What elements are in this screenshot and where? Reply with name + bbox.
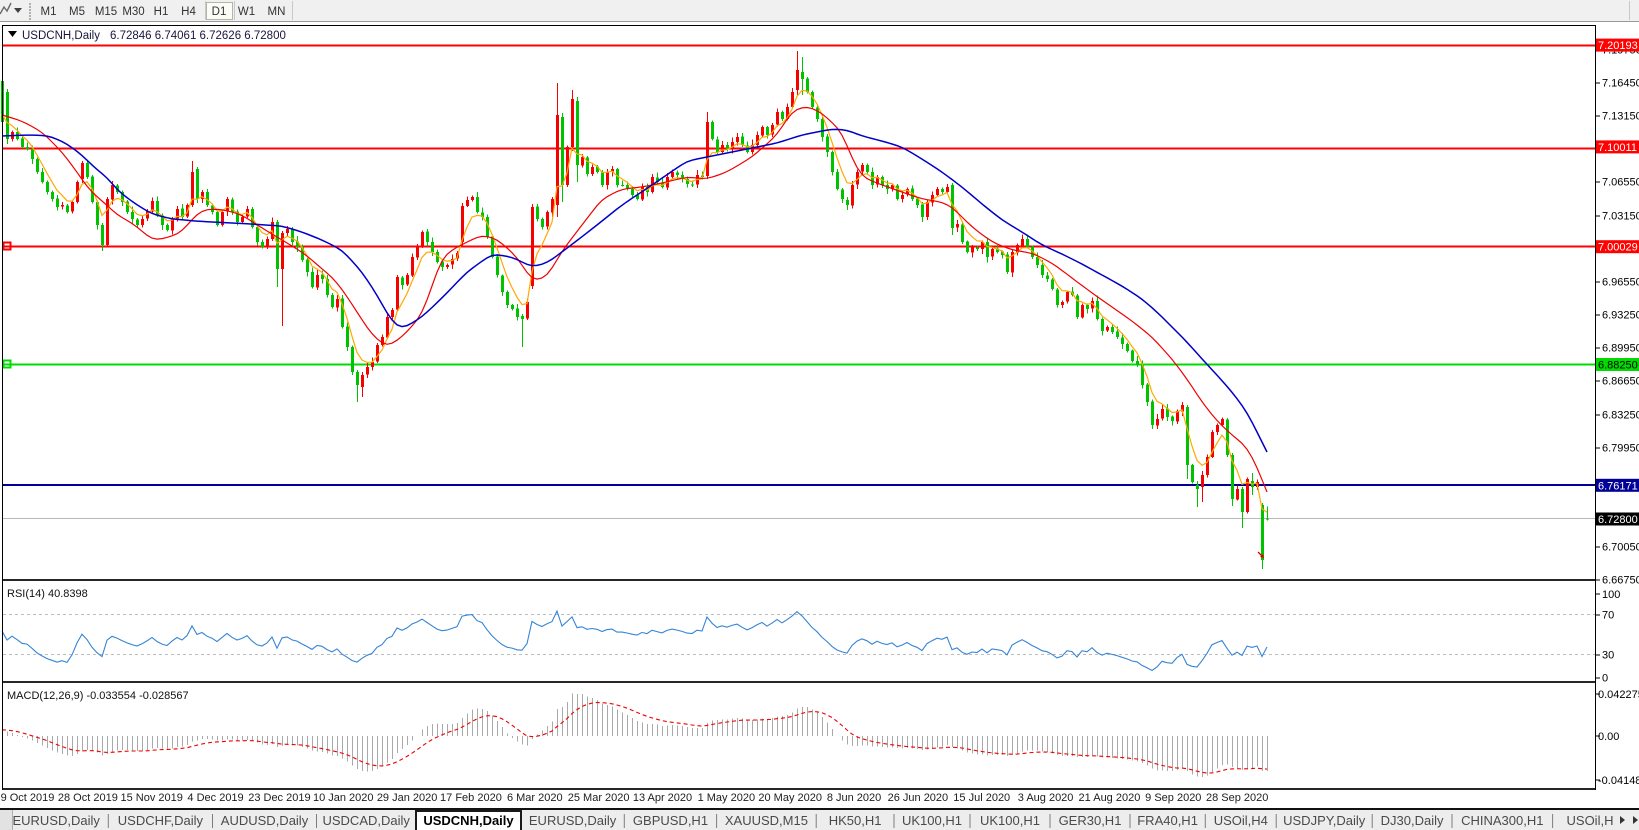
svg-text:H1: H1 [154, 6, 169, 18]
svg-text:USDJPY,Daily: USDJPY,Daily [1283, 813, 1366, 828]
svg-text:6.83250: 6.83250 [1602, 410, 1639, 422]
svg-text:7.06550: 7.06550 [1602, 177, 1639, 189]
svg-text:20 May 2020: 20 May 2020 [758, 792, 822, 804]
svg-text:MN: MN [268, 6, 286, 18]
svg-text:6.72800: 6.72800 [1598, 514, 1638, 526]
svg-text:6.86650: 6.86650 [1602, 376, 1639, 388]
svg-text:6.72846 6.74061 6.72626 6.7280: 6.72846 6.74061 6.72626 6.72800 [110, 30, 286, 42]
svg-text:15 Nov 2019: 15 Nov 2019 [121, 792, 183, 804]
svg-text:6.88250: 6.88250 [1598, 360, 1638, 372]
svg-text:D1: D1 [212, 6, 227, 18]
svg-text:AUDUSD,Daily: AUDUSD,Daily [221, 813, 309, 828]
svg-text:6.96550: 6.96550 [1602, 277, 1639, 289]
svg-text:15 Jul 2020: 15 Jul 2020 [953, 792, 1010, 804]
svg-text:6.93250: 6.93250 [1602, 310, 1639, 322]
svg-text:100: 100 [1602, 589, 1620, 601]
svg-text:7.16450: 7.16450 [1602, 78, 1639, 90]
svg-text:7.03150: 7.03150 [1602, 211, 1639, 223]
svg-text:26 Jun 2020: 26 Jun 2020 [888, 792, 949, 804]
svg-text:9 Sep 2020: 9 Sep 2020 [1145, 792, 1201, 804]
svg-text:HK50,H1: HK50,H1 [829, 813, 882, 828]
svg-text:MACD(12,26,9) -0.033554 -0.028: MACD(12,26,9) -0.033554 -0.028567 [7, 690, 189, 702]
svg-text:6.70050: 6.70050 [1602, 542, 1639, 554]
svg-text:UK100,H1: UK100,H1 [980, 813, 1040, 828]
svg-text:USDCHF,Daily: USDCHF,Daily [118, 813, 204, 828]
svg-text:28 Oct 2019: 28 Oct 2019 [58, 792, 118, 804]
svg-text:25 Mar 2020: 25 Mar 2020 [568, 792, 630, 804]
svg-text:30: 30 [1602, 650, 1614, 662]
svg-text:M5: M5 [69, 6, 85, 18]
svg-text:RSI(14) 40.8398: RSI(14) 40.8398 [7, 588, 88, 600]
svg-text:6.89950: 6.89950 [1602, 343, 1639, 355]
svg-text:6.66750: 6.66750 [1602, 575, 1639, 587]
svg-text:-0.04148: -0.04148 [1598, 775, 1639, 787]
svg-text:FRA40,H1: FRA40,H1 [1137, 813, 1198, 828]
svg-text:GBPUSD,H1: GBPUSD,H1 [633, 813, 708, 828]
svg-text:EURUSD,Daily: EURUSD,Daily [12, 813, 100, 828]
svg-text:21 Aug 2020: 21 Aug 2020 [1079, 792, 1141, 804]
svg-text:USDCAD,Daily: USDCAD,Daily [322, 813, 410, 828]
svg-text:7.20193: 7.20193 [1598, 40, 1638, 52]
svg-text:3 Aug 2020: 3 Aug 2020 [1018, 792, 1074, 804]
svg-text:8 Jun 2020: 8 Jun 2020 [827, 792, 881, 804]
svg-text:13 Apr 2020: 13 Apr 2020 [633, 792, 692, 804]
svg-text:6.79950: 6.79950 [1602, 443, 1639, 455]
svg-text:H4: H4 [181, 6, 196, 18]
svg-text:USDCNH,Daily: USDCNH,Daily [423, 813, 514, 828]
svg-text:28 Sep 2020: 28 Sep 2020 [1206, 792, 1268, 804]
svg-text:CHINA300,H1: CHINA300,H1 [1461, 813, 1543, 828]
svg-text:USOil,H4: USOil,H4 [1214, 813, 1268, 828]
svg-text:0: 0 [1602, 673, 1608, 685]
svg-text:7.10011: 7.10011 [1598, 142, 1637, 154]
svg-text:EURUSD,Daily: EURUSD,Daily [529, 813, 617, 828]
svg-text:6.76171: 6.76171 [1598, 480, 1638, 492]
svg-text:UK100,H1: UK100,H1 [902, 813, 962, 828]
svg-text:DJ30,Daily: DJ30,Daily [1381, 813, 1444, 828]
svg-text:USDCNH,Daily: USDCNH,Daily [22, 30, 100, 42]
svg-text:GER30,H1: GER30,H1 [1059, 813, 1122, 828]
svg-text:9 Oct 2019: 9 Oct 2019 [1, 792, 55, 804]
svg-text:M15: M15 [95, 6, 117, 18]
svg-text:M30: M30 [122, 6, 144, 18]
svg-text:USOil,H: USOil,H [1567, 813, 1614, 828]
svg-text:1 May 2020: 1 May 2020 [698, 792, 755, 804]
svg-text:6 Mar 2020: 6 Mar 2020 [507, 792, 563, 804]
svg-text:XAUUSD,M15: XAUUSD,M15 [725, 813, 808, 828]
svg-text:0.00: 0.00 [1598, 731, 1619, 743]
svg-text:10 Jan 2020: 10 Jan 2020 [313, 792, 374, 804]
svg-text:7.13150: 7.13150 [1602, 111, 1639, 123]
svg-text:4 Dec 2019: 4 Dec 2019 [187, 792, 243, 804]
svg-text:17 Feb 2020: 17 Feb 2020 [440, 792, 502, 804]
svg-text:7.00029: 7.00029 [1598, 242, 1638, 254]
svg-text:70: 70 [1602, 610, 1614, 622]
svg-text:23 Dec 2019: 23 Dec 2019 [248, 792, 310, 804]
svg-text:29 Jan 2020: 29 Jan 2020 [377, 792, 438, 804]
svg-text:M1: M1 [41, 6, 57, 18]
svg-text:W1: W1 [238, 6, 255, 18]
svg-text:0.042275: 0.042275 [1598, 689, 1639, 701]
